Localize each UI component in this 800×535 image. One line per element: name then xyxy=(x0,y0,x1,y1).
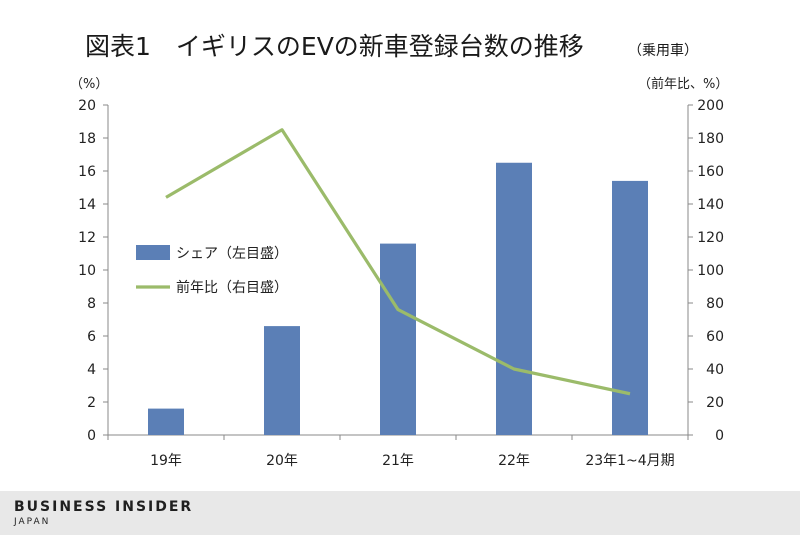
share-bar xyxy=(264,326,300,435)
share-bar xyxy=(496,162,532,435)
left-tick-label: 8 xyxy=(87,296,96,312)
x-tick-label: 21年 xyxy=(382,453,414,469)
right-tick-label: 180 xyxy=(697,131,724,147)
right-axis-unit: （前年比、%） xyxy=(638,76,728,92)
right-tick-label: 100 xyxy=(697,263,724,279)
left-tick-label: 10 xyxy=(78,263,96,279)
right-tick-label: 40 xyxy=(706,362,724,378)
right-tick-label: 200 xyxy=(697,98,724,114)
share-bar xyxy=(380,243,416,435)
share-bar xyxy=(148,408,184,435)
left-tick-label: 6 xyxy=(87,329,96,345)
chart-title: 図表1 イギリスのEVの新車登録台数の推移 xyxy=(85,32,584,61)
brand-region: JAPAN xyxy=(14,517,51,527)
x-tick-label: 22年 xyxy=(498,453,530,469)
chart-subtitle: （乗用車） xyxy=(628,42,698,59)
legend-swatch-share xyxy=(136,245,170,260)
legend-label-yoy: 前年比（右目盛） xyxy=(176,279,288,296)
x-tick-label: 20年 xyxy=(266,453,298,469)
right-tick-label: 20 xyxy=(706,395,724,411)
right-tick-label: 160 xyxy=(697,164,724,180)
left-tick-label: 12 xyxy=(78,230,96,246)
chart-svg: 図表1 イギリスのEVの新車登録台数の推移 （乗用車） （%） （前年比、%） … xyxy=(70,32,728,469)
legend: シェア（左目盛） 前年比（右目盛） xyxy=(136,245,288,296)
left-tick-label: 4 xyxy=(87,362,96,378)
x-tick-label: 19年 xyxy=(150,453,182,469)
share-bar xyxy=(612,180,648,435)
footer-bar: BUSINESS INSIDER JAPAN xyxy=(0,491,800,535)
left-tick-label: 0 xyxy=(87,428,96,444)
plot-area: 0246810121416182002040608010012014016018… xyxy=(78,98,724,469)
right-tick-label: 140 xyxy=(697,197,724,213)
left-tick-label: 18 xyxy=(78,131,96,147)
left-axis-unit: （%） xyxy=(70,77,108,92)
x-tick-label: 23年1~4月期 xyxy=(585,453,674,469)
brand-logo: BUSINESS INSIDER xyxy=(14,499,194,515)
left-tick-label: 14 xyxy=(78,197,96,213)
left-tick-label: 20 xyxy=(78,98,96,114)
right-tick-label: 0 xyxy=(715,428,724,444)
right-tick-label: 120 xyxy=(697,230,724,246)
right-tick-label: 60 xyxy=(706,329,724,345)
left-tick-label: 2 xyxy=(87,395,96,411)
legend-label-share: シェア（左目盛） xyxy=(176,246,288,262)
right-tick-label: 80 xyxy=(706,296,724,312)
left-tick-label: 16 xyxy=(78,164,96,180)
